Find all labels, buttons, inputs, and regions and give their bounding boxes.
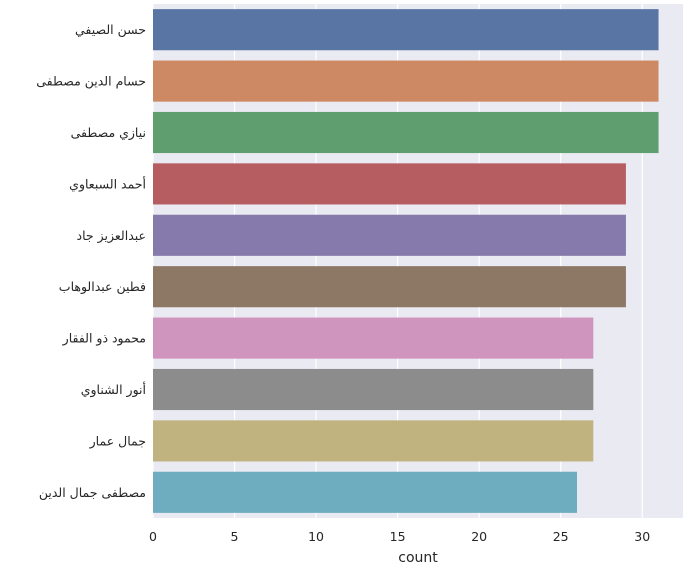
bar (153, 9, 659, 51)
bar (153, 214, 626, 256)
category-label: مصطفى جمال الدين (39, 485, 146, 501)
category-label: حسن الصيفي (75, 22, 146, 38)
bar (153, 163, 626, 205)
category-label: محمود ذو الفقار (62, 331, 146, 347)
category-label: حسام الدين مصطفى (36, 74, 146, 90)
x-tick-label: 25 (553, 529, 569, 544)
bar (153, 471, 577, 513)
bar (153, 420, 594, 462)
category-label: جمال عمار (89, 433, 146, 449)
x-tick-label: 0 (149, 529, 157, 544)
category-label: فطين عبدالوهاب (59, 279, 146, 295)
x-tick-labels: 0 5 10 15 20 25 30 (149, 529, 650, 544)
bar (153, 111, 659, 154)
x-axis-label: count (398, 550, 438, 566)
category-label: أحمد السبعاوي (69, 175, 146, 192)
x-tick-label: 10 (308, 529, 324, 544)
category-label: نيازي مصطفى (71, 125, 146, 141)
category-label: عبدالعزيز جاد (77, 228, 146, 244)
x-tick-label: 15 (390, 529, 406, 544)
bars (153, 9, 659, 513)
bar (153, 317, 594, 359)
x-tick-label: 5 (231, 529, 239, 544)
x-tick-label: 20 (471, 529, 487, 544)
bar (153, 368, 594, 411)
category-labels: حسن الصيفي حسام الدين مصطفى نيازي مصطفى أحم… (36, 22, 146, 501)
x-tick-label: 30 (634, 529, 650, 544)
bar (153, 60, 659, 102)
category-label: أنور الشناوي (81, 381, 146, 398)
bar (153, 266, 626, 308)
